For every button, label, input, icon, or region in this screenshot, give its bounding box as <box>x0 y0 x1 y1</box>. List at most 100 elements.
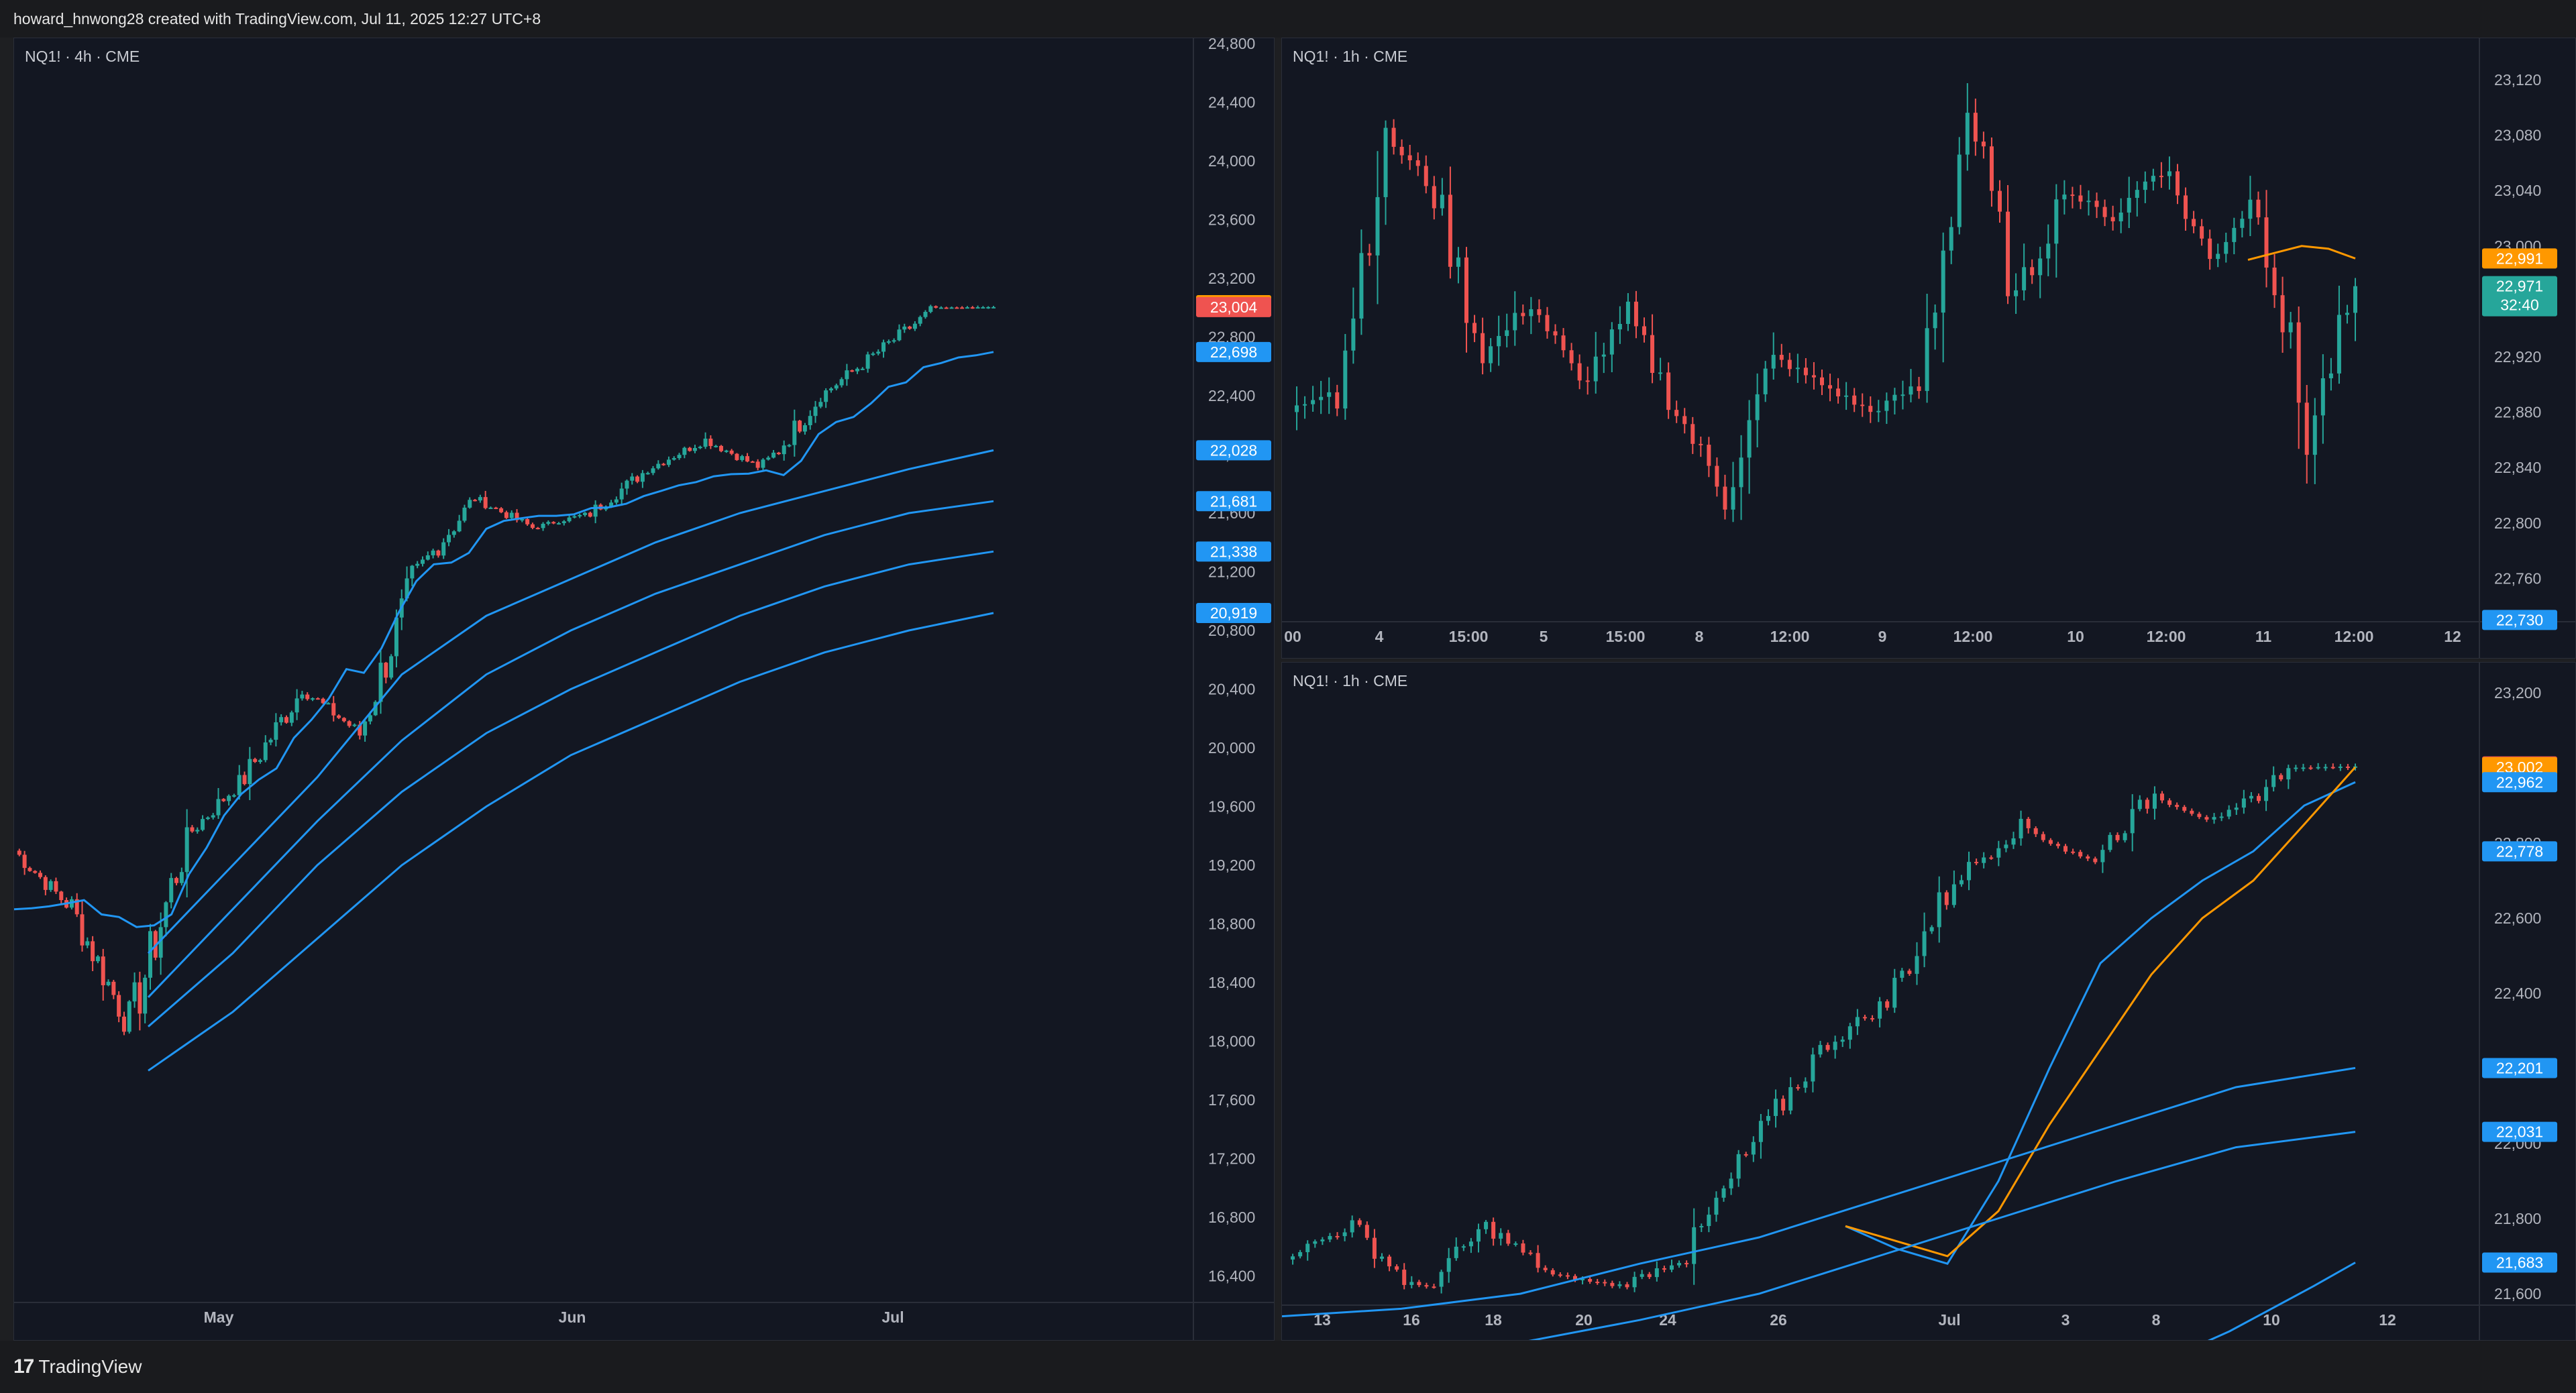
candle-body <box>1617 1284 1622 1286</box>
candle-body <box>1391 127 1396 147</box>
price-tick-label: 23,120 <box>2494 71 2541 89</box>
candle-body <box>1779 355 1784 360</box>
candle-body <box>813 406 818 416</box>
candle-body <box>2030 267 2035 276</box>
chart-panel-1h-top[interactable]: 23,12023,08023,04023,00022,96022,92022,8… <box>1281 38 2576 659</box>
candle-body <box>839 379 844 386</box>
candle-body <box>912 323 917 329</box>
candle-body <box>1313 1241 1318 1244</box>
candle-body <box>1677 1263 1682 1266</box>
candle-body <box>148 931 152 978</box>
candle-body <box>677 455 682 459</box>
candle-body <box>1625 301 1630 325</box>
candle-body <box>1513 1243 1518 1245</box>
candle-body <box>1572 1276 1577 1280</box>
candle-body <box>970 307 975 309</box>
candle-body <box>593 504 598 517</box>
chart-canvas[interactable]: 23,20023,00022,80022,60022,40022,20022,0… <box>1282 663 2576 1341</box>
candle-body <box>530 524 535 528</box>
chart-canvas[interactable]: 23,12023,08023,04023,00022,96022,92022,8… <box>1282 38 2576 659</box>
countdown-label: 32:40 <box>2500 296 2539 314</box>
candle-body <box>2345 767 2350 769</box>
price-label-badge <box>2482 610 2557 630</box>
candle-body <box>2078 195 2083 202</box>
candle-body <box>1476 1229 1481 1242</box>
candle-body <box>101 956 105 986</box>
candle-body <box>38 873 43 877</box>
candle-body <box>2286 768 2291 780</box>
candle-body <box>1521 1243 1525 1253</box>
ma-line <box>2247 245 2356 261</box>
candle-body <box>358 724 362 736</box>
time-tick-label: 8 <box>2152 1311 2161 1329</box>
candle-body <box>1900 394 1905 396</box>
candle-body <box>211 815 215 818</box>
candle-body <box>1319 396 1324 400</box>
candle-body <box>468 500 472 508</box>
chart-panel-4h[interactable]: 24,800 24,400 24,000 23,600 23,200 22,800 22,4… <box>13 38 1275 1341</box>
symbol-label: NQ1! · 4h · CME <box>25 48 140 65</box>
candle-body <box>1967 862 1972 881</box>
candle-body <box>274 722 278 740</box>
candle-body <box>237 775 241 795</box>
candle-body <box>1364 1225 1369 1238</box>
candle-body <box>1558 1274 1562 1276</box>
candle-body <box>551 522 556 524</box>
candle-body <box>1878 1001 1882 1019</box>
price-tick-label: 21,200 <box>1208 563 1255 581</box>
candle-body <box>190 827 195 832</box>
candle-body <box>1415 160 1420 166</box>
candle-body <box>1796 1086 1801 1089</box>
candle-body <box>2167 171 2171 176</box>
candle-body <box>284 717 288 723</box>
candle-body <box>436 550 441 556</box>
candle-body <box>745 456 750 462</box>
candle-body <box>1497 335 1501 347</box>
price-label-text: 22,971 <box>2496 278 2543 295</box>
candle-body <box>195 830 200 832</box>
candle-body <box>2257 795 2261 801</box>
candle-body <box>1707 1215 1711 1227</box>
candle-body <box>499 508 504 512</box>
candle-body <box>1395 1266 1399 1270</box>
candle-body <box>1461 1246 1466 1248</box>
ma-line <box>1282 1066 2356 1318</box>
candle-body <box>1432 186 1436 209</box>
candle-body <box>1424 1285 1429 1287</box>
chart-canvas[interactable]: 24,80024,40024,00023,60023,20022,80022,4… <box>14 38 1275 1341</box>
candle-body <box>1951 884 1956 905</box>
candle-body <box>666 459 671 465</box>
candle-body <box>1739 457 1743 488</box>
chart-panel-1h-bottom[interactable]: 23,20023,00022,80022,60022,40022,20022,0… <box>1281 662 2576 1341</box>
candle-body <box>688 447 692 451</box>
price-label-badge <box>1196 491 1271 512</box>
candle-body <box>1965 113 1970 155</box>
candle-body <box>279 717 284 722</box>
candle-body <box>1751 1141 1756 1155</box>
candle-body <box>488 507 493 509</box>
candle-body <box>661 463 666 465</box>
candle-body <box>2094 201 2099 207</box>
price-label-badge <box>2482 248 2557 269</box>
tradingview-logo[interactable]: 17 TradingView <box>13 1355 142 1378</box>
candle-body <box>850 370 855 372</box>
candle-body <box>268 739 273 742</box>
candle-body <box>1811 375 1816 378</box>
price-label-badge <box>2482 772 2557 793</box>
candle-body <box>2200 226 2204 239</box>
brand-name: TradingView <box>38 1356 142 1377</box>
candle-body <box>1982 857 1986 863</box>
candle-body <box>1811 1054 1815 1082</box>
candle-body <box>164 902 168 928</box>
candle-body <box>1723 486 1727 510</box>
candle-body <box>1974 862 1979 864</box>
candle-body <box>1915 956 1919 974</box>
candle-body <box>1372 1237 1377 1259</box>
candle-body <box>2224 241 2229 254</box>
candle-body <box>897 329 902 341</box>
candle-body <box>2323 767 2328 769</box>
candle-body <box>1565 1275 1570 1277</box>
price-label-text: 22,962 <box>2496 773 2543 791</box>
candle-body <box>1892 977 1897 1008</box>
time-tick-label: 12:00 <box>1953 628 1993 645</box>
